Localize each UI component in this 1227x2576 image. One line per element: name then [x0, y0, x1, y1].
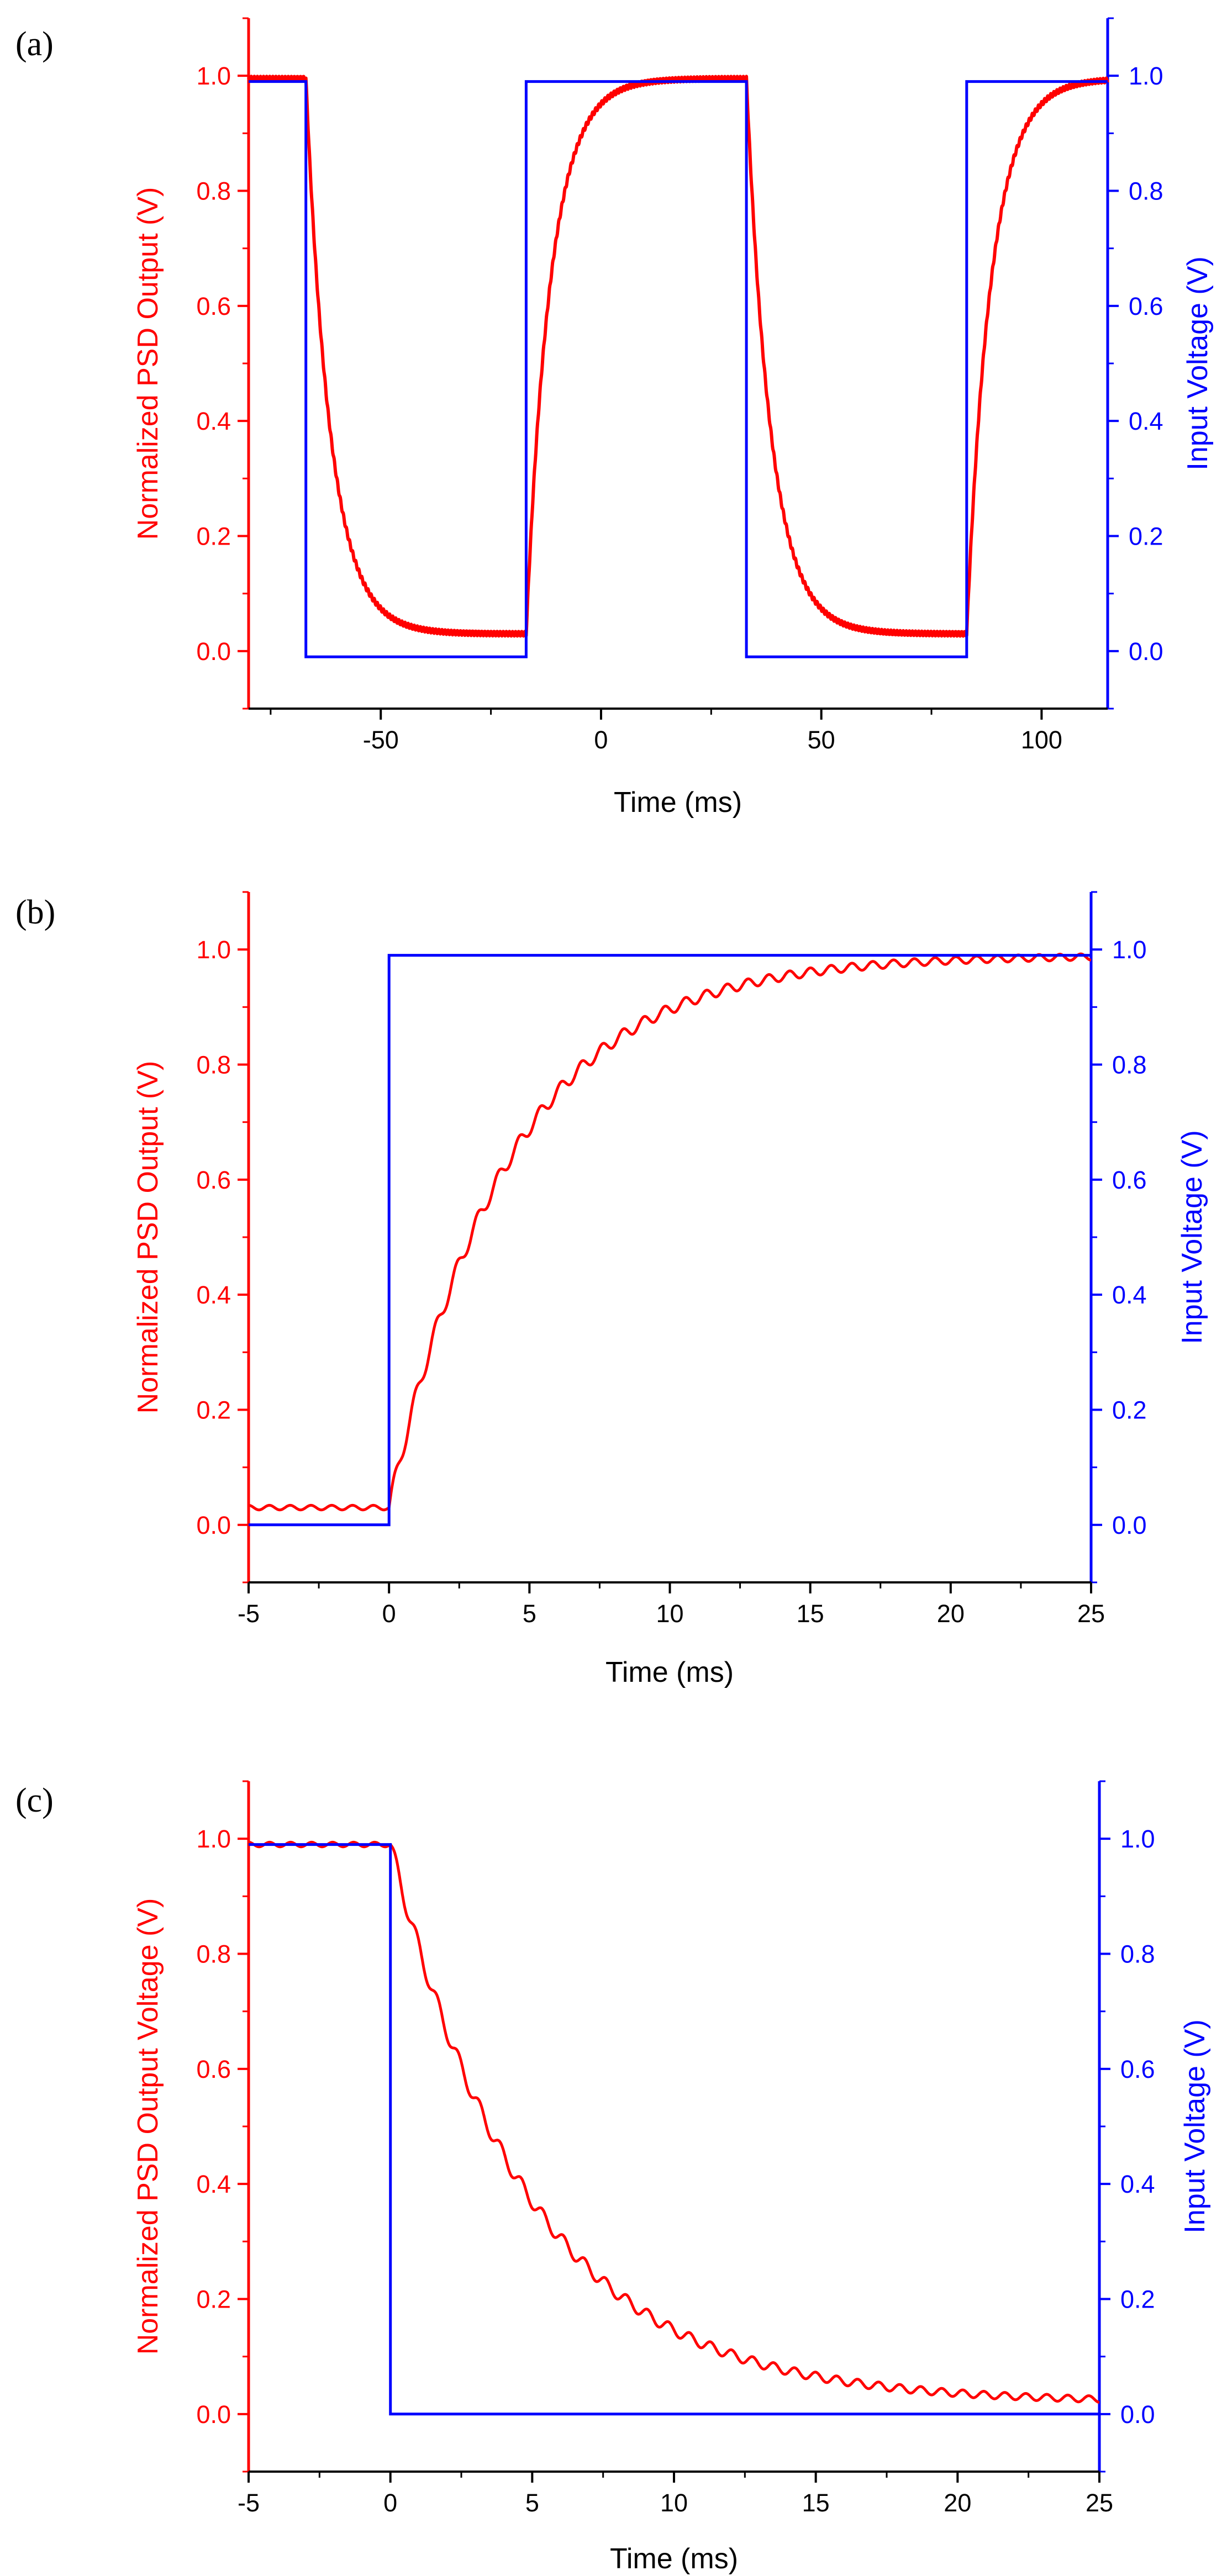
panel-c-psd-series-line	[247, 1840, 1100, 2404]
panel-b-right-tick-label: 0.4	[1112, 1281, 1147, 1309]
panel-c-left-tick-label: 1.0	[196, 1825, 231, 1853]
panel-a-input-series-line	[249, 80, 1108, 658]
panel-b-right-ticks: 0.0 0.2 0.4 0.6 0.8 1.0	[1091, 891, 1147, 1583]
panel-a-left-tick-label: 1.0	[196, 62, 231, 90]
panel-c-right-tick-label: 0.2	[1120, 2285, 1155, 2314]
panel-a-right-ticks: 0.0 0.2 0.4 0.6 0.8 1.0	[1108, 17, 1163, 710]
panel-a-x-ticks: -50 0 50 100	[270, 709, 1062, 754]
panel-b-left-tick-label: 0.4	[196, 1281, 231, 1309]
panel-b-left-tick-label: 0.2	[196, 1396, 231, 1424]
panel-a-right-tick-label: 0.4	[1129, 407, 1163, 435]
panel-a-x-tick-label: 100	[1021, 726, 1062, 754]
panel-c-left-axis-label: Normalized PSD Output Voltage (V)	[132, 1898, 164, 2355]
panel-c-x-tick-label: 5	[525, 2489, 539, 2517]
panel-a-label: (a)	[15, 25, 54, 63]
panel-b-left-tick-label: 0.8	[196, 1051, 231, 1079]
panel-c-left-tick-label: 0.4	[196, 2170, 231, 2198]
panel-b-x-tick-label: 0	[382, 1600, 396, 1628]
panel-c-x-axis-label: Time (ms)	[610, 2543, 738, 2575]
panel-a-right-axis-label: Input Voltage (V)	[1182, 256, 1214, 470]
panel-b-right-axis-label: Input Voltage (V)	[1176, 1130, 1208, 1344]
panel-a-psd-series-line	[247, 75, 1109, 638]
panel-c-right-tick-label: 1.0	[1120, 1825, 1155, 1853]
panel-c-right-axis-label: Input Voltage (V)	[1179, 2019, 1211, 2233]
panel-b-x-tick-label: 25	[1077, 1600, 1105, 1628]
panel-c-x-ticks: -5 0 5 10 15 20 25	[238, 2472, 1113, 2517]
panel-c-x-tick-label: 10	[660, 2489, 688, 2517]
panel-b-right-tick-label: 0.6	[1112, 1166, 1147, 1194]
panel-b-x-tick-label: 10	[656, 1600, 683, 1628]
panel-a-x-axis-label: Time (ms)	[614, 786, 742, 819]
panel-a-x-tick-label: 0	[594, 726, 608, 754]
panel-c-right-ticks: 0.0 0.2 0.4 0.6 0.8 1.0	[1099, 1780, 1155, 2473]
panel-b-label: (b)	[15, 894, 55, 931]
panel-a-right-tick-label: 0.6	[1129, 292, 1163, 320]
panel-b-x-tick-label: 15	[797, 1600, 824, 1628]
panel-a-right-tick-label: 1.0	[1129, 62, 1163, 90]
panel-b-left-ticks: 0.0 0.2 0.4 0.6 0.8 1.0	[196, 891, 249, 1583]
panel-c-x-tick-label: 15	[802, 2489, 830, 2517]
panel-a-right-tick-label: 0.2	[1129, 522, 1163, 551]
panel-b-psd-series-line	[247, 952, 1092, 1512]
panel-b-left-axis-label: Normalized PSD Output (V)	[132, 1061, 164, 1414]
panel-c-left-tick-label: 0.2	[196, 2285, 231, 2314]
panel-c-x-tick-label: -5	[238, 2489, 260, 2517]
panel-b-right-tick-label: 0.0	[1112, 1511, 1147, 1539]
panel-c-left-tick-label: 0.8	[196, 1940, 231, 1968]
panel-c-right-tick-label: 0.0	[1120, 2400, 1155, 2429]
panel-c-right-tick-label: 0.6	[1120, 2055, 1155, 2083]
panel-a-left-tick-label: 0.8	[196, 177, 231, 205]
panel-c-label: (c)	[15, 1782, 54, 1819]
panel-c-x-tick-label: 0	[383, 2489, 397, 2517]
panel-a-left-tick-label: 0.0	[196, 637, 231, 666]
panel-a-x-tick-label: 50	[808, 726, 835, 754]
panel-b-right-tick-label: 0.2	[1112, 1396, 1147, 1424]
panel-b-x-tick-label: 5	[523, 1600, 536, 1628]
panel-a-right-tick-label: 0.8	[1129, 177, 1163, 205]
panel-a: (a) 0.0 0.2 0.4 0.6 0.8 1.0 0.0 0.2 0.4 0.6 0.8 1.…	[15, 17, 1214, 819]
panel-c-left-ticks: 0.0 0.2 0.4 0.6 0.8 1.0	[196, 1780, 249, 2473]
panel-b-right-tick-label: 1.0	[1112, 936, 1147, 964]
panel-b-left-tick-label: 1.0	[196, 936, 231, 964]
panel-c-input-series-line	[249, 1843, 1099, 2416]
panel-c-right-tick-label: 0.4	[1120, 2170, 1155, 2198]
panel-a-left-tick-label: 0.6	[196, 292, 231, 320]
panel-a-x-tick-label: -50	[363, 726, 399, 754]
panel-b-left-tick-label: 0.6	[196, 1166, 231, 1194]
panel-a-left-ticks: 0.0 0.2 0.4 0.6 0.8 1.0	[196, 17, 249, 710]
panel-b-x-tick-label: 20	[937, 1600, 965, 1628]
panel-b-x-axis-label: Time (ms)	[605, 1656, 734, 1688]
panel-c-x-tick-label: 20	[944, 2489, 971, 2517]
panel-c-x-tick-label: 25	[1086, 2489, 1113, 2517]
panel-a-left-tick-label: 0.2	[196, 522, 231, 551]
panel-a-left-axis-label: Normalized PSD Output (V)	[132, 187, 164, 540]
panel-c: (c) 0.0 0.2 0.4 0.6 0.8 1.0 0.0 0.2 0.4 0.6 0.8 1.…	[15, 1780, 1211, 2575]
panel-b-right-tick-label: 0.8	[1112, 1051, 1147, 1079]
panel-c-right-tick-label: 0.8	[1120, 1940, 1155, 1968]
panel-a-right-tick-label: 0.0	[1129, 637, 1163, 666]
panel-a-left-tick-label: 0.4	[196, 407, 231, 435]
panel-c-left-tick-label: 0.6	[196, 2055, 231, 2083]
panel-c-left-tick-label: 0.0	[196, 2400, 231, 2429]
panel-b-left-tick-label: 0.0	[196, 1511, 231, 1539]
panel-b-x-tick-label: -5	[238, 1600, 260, 1628]
panel-b-x-ticks: -5 0 5 10 15 20 25	[238, 1582, 1105, 1628]
panel-b: (b) 0.0 0.2 0.4 0.6 0.8 1.0 0.0 0.2 0.4 0.6 0.8 1.…	[15, 891, 1208, 1688]
panel-b-input-series-line	[249, 954, 1091, 1527]
